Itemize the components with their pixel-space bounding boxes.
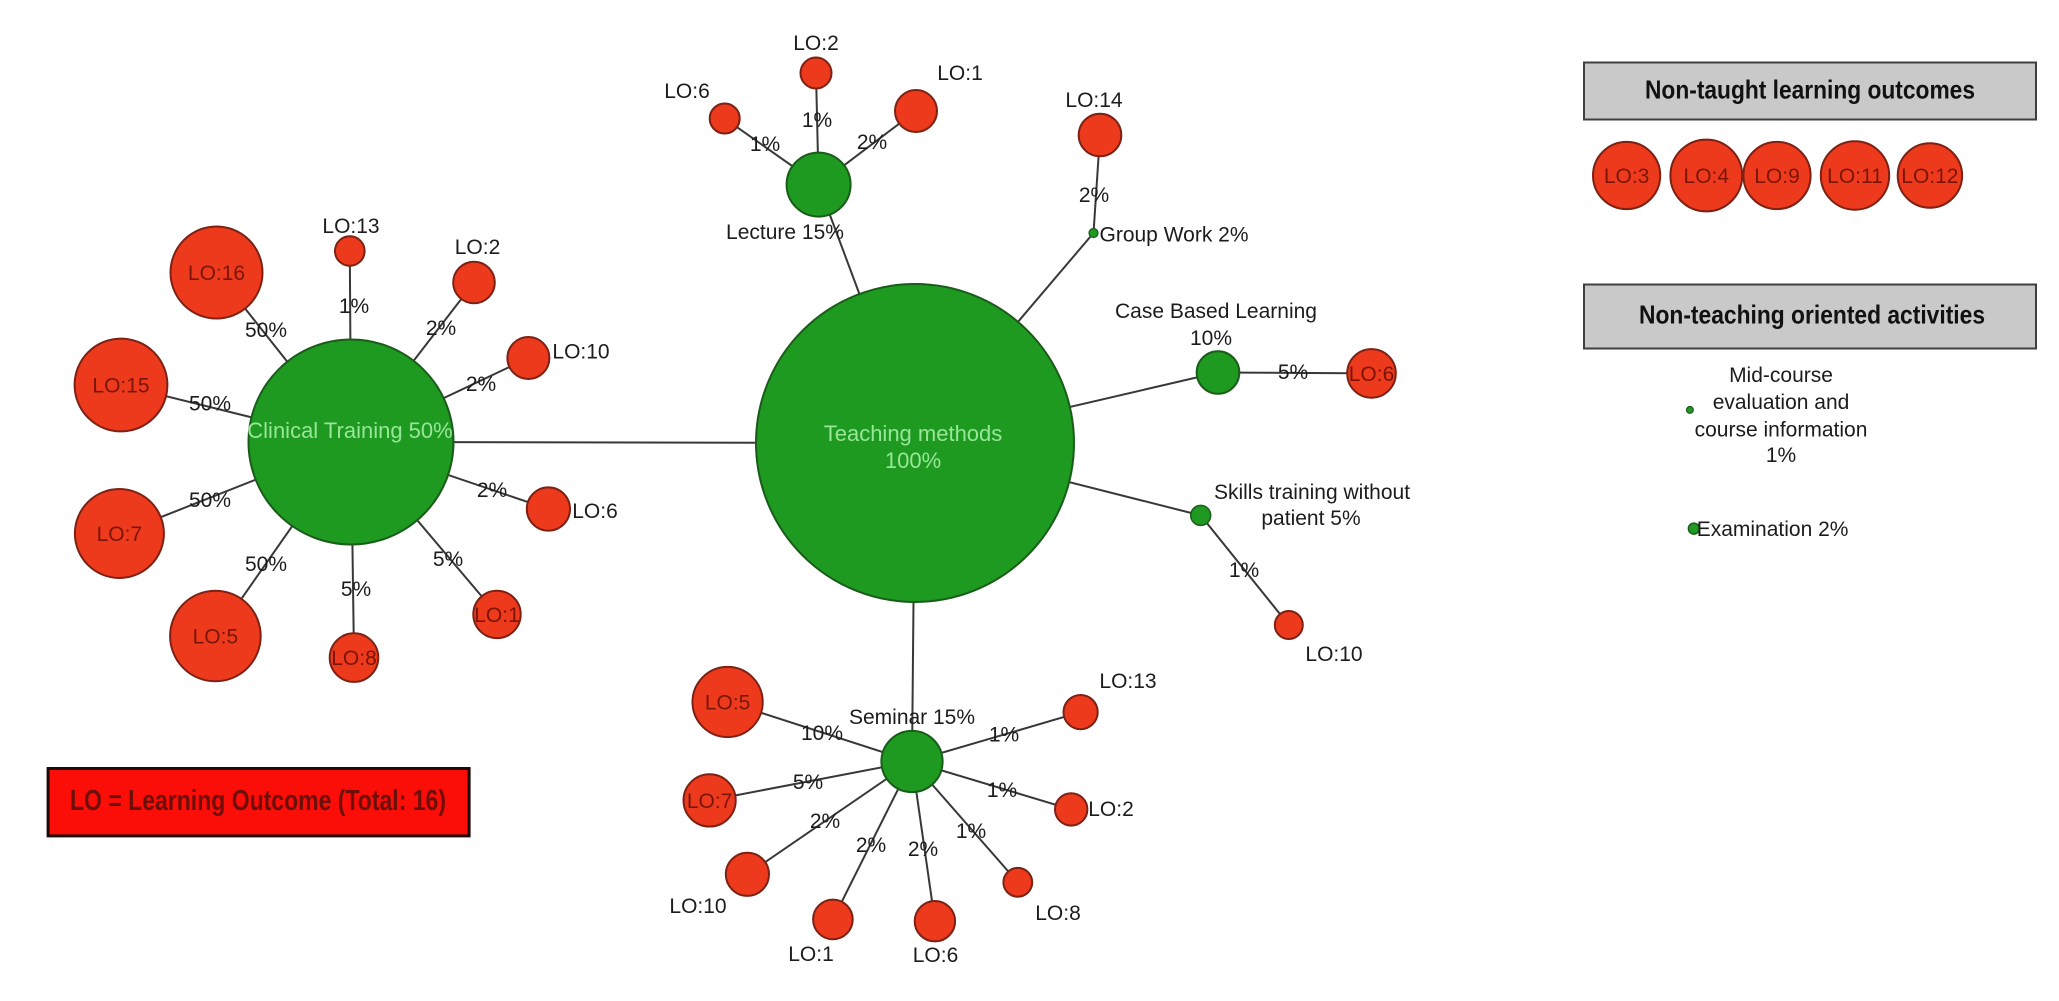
svg-text:LO:8: LO:8 <box>331 647 377 670</box>
svg-text:Group Work 2%: Group Work 2% <box>1100 224 1249 247</box>
svg-text:5%: 5% <box>433 548 463 571</box>
svg-text:LO:12: LO:12 <box>1901 165 1958 188</box>
svg-text:LO:3: LO:3 <box>1604 165 1650 188</box>
svg-text:10%: 10% <box>1190 327 1232 350</box>
svg-text:2%: 2% <box>426 317 456 340</box>
svg-text:1%: 1% <box>987 779 1017 802</box>
svg-text:Teaching methods: Teaching methods <box>824 421 1003 446</box>
svg-text:Lecture 15%: Lecture 15% <box>726 221 844 244</box>
svg-text:LO:9: LO:9 <box>1754 165 1800 188</box>
svg-text:Examination 2%: Examination 2% <box>1697 518 1849 541</box>
svg-text:LO:15: LO:15 <box>92 375 149 398</box>
svg-text:Non-teaching oriented activiti: Non-teaching oriented activities <box>1639 300 1985 330</box>
svg-text:Case Based Learning: Case Based Learning <box>1115 300 1317 323</box>
svg-text:5%: 5% <box>1278 361 1308 384</box>
svg-text:Clinical Training 50%: Clinical Training 50% <box>247 418 452 443</box>
svg-text:50%: 50% <box>189 489 231 512</box>
svg-text:2%: 2% <box>857 131 887 154</box>
svg-text:LO:7: LO:7 <box>97 523 143 546</box>
svg-text:Seminar 15%: Seminar 15% <box>849 706 975 729</box>
svg-text:LO:10: LO:10 <box>669 895 726 918</box>
svg-text:1%: 1% <box>1229 559 1259 582</box>
svg-text:2%: 2% <box>856 834 886 857</box>
svg-text:2%: 2% <box>477 479 507 502</box>
svg-text:LO:5: LO:5 <box>193 626 239 649</box>
svg-text:Skills training without: Skills training without <box>1214 481 1410 504</box>
svg-text:LO:14: LO:14 <box>1065 89 1123 112</box>
svg-text:Non-taught learning outcomes: Non-taught learning outcomes <box>1645 75 1975 105</box>
svg-text:1%: 1% <box>956 820 986 843</box>
svg-text:1%: 1% <box>802 109 832 132</box>
svg-text:2%: 2% <box>466 373 496 396</box>
svg-text:LO:6: LO:6 <box>1349 363 1395 386</box>
svg-text:LO = Learning Outcome (Total:: LO = Learning Outcome (Total: 16) <box>70 785 446 817</box>
svg-text:LO:8: LO:8 <box>1035 902 1081 925</box>
svg-text:LO:2: LO:2 <box>1088 798 1134 821</box>
svg-text:2%: 2% <box>1079 184 1109 207</box>
svg-text:1%: 1% <box>989 724 1019 747</box>
svg-text:LO:10: LO:10 <box>552 341 609 364</box>
svg-text:2%: 2% <box>908 838 938 861</box>
svg-text:2%: 2% <box>810 810 840 833</box>
svg-text:LO:6: LO:6 <box>664 80 710 103</box>
svg-text:LO:4: LO:4 <box>1684 165 1730 188</box>
svg-text:50%: 50% <box>245 319 287 342</box>
svg-text:LO:10: LO:10 <box>1305 643 1362 666</box>
svg-text:LO:1: LO:1 <box>788 943 834 966</box>
svg-text:LO:13: LO:13 <box>322 215 379 238</box>
svg-text:LO:5: LO:5 <box>705 692 751 715</box>
svg-text:50%: 50% <box>245 553 287 576</box>
svg-text:50%: 50% <box>189 393 231 416</box>
svg-text:LO:2: LO:2 <box>793 32 839 55</box>
svg-text:100%: 100% <box>885 448 941 473</box>
svg-text:Mid-course: Mid-course <box>1729 364 1833 387</box>
svg-text:LO:6: LO:6 <box>572 500 618 523</box>
svg-text:LO:16: LO:16 <box>188 262 245 285</box>
svg-text:1%: 1% <box>339 295 369 318</box>
svg-text:LO:1: LO:1 <box>474 604 520 627</box>
svg-text:5%: 5% <box>341 578 371 601</box>
svg-text:LO:2: LO:2 <box>455 236 501 259</box>
svg-text:course information: course information <box>1695 419 1868 442</box>
svg-text:LO:7: LO:7 <box>687 790 733 813</box>
svg-text:LO:1: LO:1 <box>937 62 983 85</box>
svg-text:1%: 1% <box>1766 444 1796 467</box>
svg-text:LO:13: LO:13 <box>1099 670 1156 693</box>
svg-text:10%: 10% <box>801 722 843 745</box>
svg-text:LO:6: LO:6 <box>913 944 959 967</box>
svg-text:5%: 5% <box>793 771 823 794</box>
svg-text:patient 5%: patient 5% <box>1261 507 1360 530</box>
svg-text:1%: 1% <box>750 133 780 156</box>
svg-text:LO:11: LO:11 <box>1827 165 1883 188</box>
svg-text:evaluation and: evaluation and <box>1713 391 1850 414</box>
